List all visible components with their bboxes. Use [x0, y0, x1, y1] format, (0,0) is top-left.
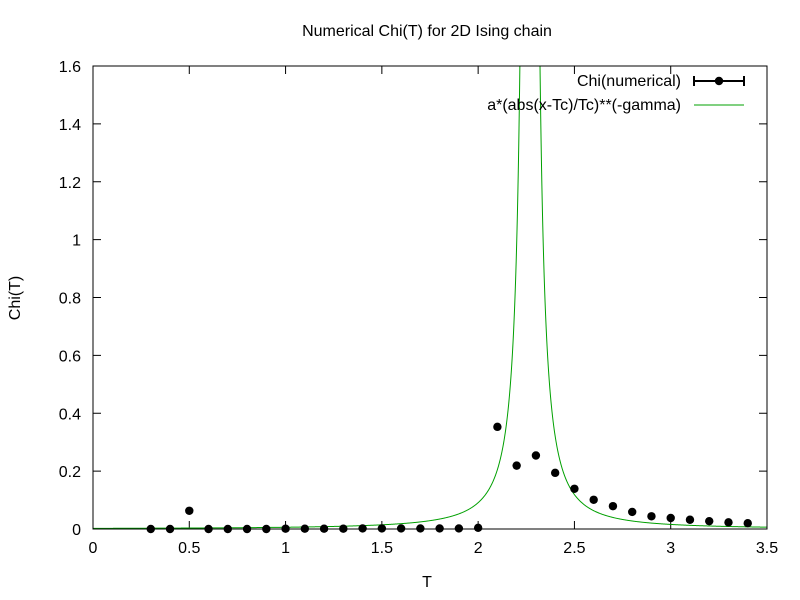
- x-tick-label: 2.5: [563, 540, 585, 557]
- legend-label-fit: a*(abs(x-Tc)/Tc)**(-gamma): [487, 97, 681, 114]
- data-point: [608, 501, 618, 511]
- y-tick-label: 0.8: [59, 291, 81, 308]
- x-axis-label: T: [422, 574, 432, 591]
- data-point: [185, 506, 194, 515]
- data-point: [724, 518, 733, 527]
- fit-curve-right-branch: [539, 66, 767, 528]
- plot-frame: [92, 65, 768, 530]
- legend-label-numerical: Chi(numerical): [577, 73, 681, 90]
- legend-point-marker: [714, 76, 724, 86]
- data-point: [550, 468, 560, 478]
- y-tick-label: 1: [72, 233, 81, 250]
- fit-curve-group: [93, 66, 767, 529]
- y-tick-label: 1.2: [59, 175, 81, 192]
- data-point: [705, 516, 714, 526]
- x-tick-label: 0.5: [178, 540, 200, 557]
- x-tick-label: 0: [89, 540, 98, 557]
- y-tick-label: 0: [72, 522, 81, 539]
- data-point: [512, 461, 521, 470]
- data-point: [743, 519, 752, 528]
- data-point: [628, 507, 637, 517]
- data-point: [570, 484, 579, 493]
- data-point: [647, 512, 656, 521]
- data-point: [396, 524, 406, 533]
- data-point: [685, 515, 695, 524]
- axis-ticks: 0 0.5 1 1.5 2 2.5 3 3.5 0 0.2 0.4 0.6 0.8 1 1.2 1.4 1.6: [59, 59, 778, 557]
- data-point: [416, 524, 425, 533]
- x-tick-label: 3: [666, 540, 675, 557]
- y-tick-label: 0.2: [59, 464, 81, 481]
- chart-title: Numerical Chi(T) for 2D Ising chain: [302, 23, 552, 40]
- data-point: [454, 524, 464, 533]
- y-tick-label: 1.4: [59, 117, 81, 134]
- data-point: [666, 513, 675, 523]
- data-point: [589, 495, 598, 504]
- y-axis-label: Chi(T): [7, 276, 24, 320]
- x-tick-label: 1.5: [371, 540, 393, 557]
- y-tick-label: 0.6: [59, 348, 81, 365]
- fit-curve-left-branch: [93, 66, 521, 529]
- x-tick-label: 3.5: [756, 540, 778, 557]
- data-point: [358, 524, 367, 533]
- data-point: [435, 524, 444, 533]
- x-tick-label: 1: [281, 540, 290, 557]
- x-tick-label: 2: [474, 540, 483, 557]
- y-tick-label: 0.4: [59, 406, 81, 423]
- legend: Chi(numerical) a*(abs(x-Tc)/Tc)**(-gamma): [487, 73, 745, 114]
- data-point: [473, 523, 483, 533]
- y-tick-label: 1.6: [59, 59, 81, 76]
- data-point: [493, 422, 502, 432]
- data-point: [377, 524, 387, 533]
- data-point: [531, 451, 541, 460]
